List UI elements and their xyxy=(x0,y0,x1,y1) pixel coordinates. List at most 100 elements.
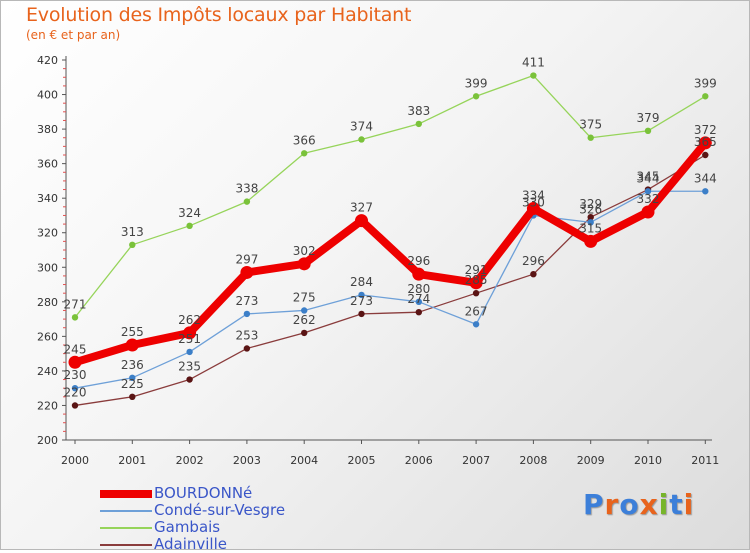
data-label-cond-sur-vesgre: 275 xyxy=(293,290,316,304)
data-point-gambais xyxy=(71,314,79,321)
data-label-adainville: 345 xyxy=(637,170,660,184)
data-label-adainville: 273 xyxy=(350,294,373,308)
chart-title: Evolution des Impôts locaux par Habitant xyxy=(26,4,412,26)
x-tick-label: 2002 xyxy=(176,454,204,467)
data-point-bourdonn xyxy=(240,265,254,279)
data-point-gambais xyxy=(243,198,251,205)
data-label-adainville: 296 xyxy=(522,254,545,268)
legend-label: BOURDONNé xyxy=(154,484,253,502)
data-label-bourdonn: 372 xyxy=(694,123,717,137)
data-point-bourdonn xyxy=(698,136,712,150)
data-point-adainville xyxy=(472,289,480,297)
x-tick-label: 2000 xyxy=(61,454,89,467)
y-tick-label: 240 xyxy=(37,365,58,378)
data-point-adainville xyxy=(186,376,193,383)
data-label-adainville: 253 xyxy=(235,328,258,342)
y-tick-label: 400 xyxy=(37,89,58,102)
data-label-bourdonn: 255 xyxy=(121,325,144,339)
data-label-bourdonn: 296 xyxy=(407,254,430,268)
data-point-gambais xyxy=(129,241,136,249)
data-label-cond-sur-vesgre: 230 xyxy=(64,368,87,382)
data-point-cond-sur-vesgre xyxy=(301,307,308,314)
data-label-gambais: 324 xyxy=(178,206,201,220)
data-label-adainville: 365 xyxy=(694,135,717,149)
series-line-gambais xyxy=(74,74,706,319)
y-tick-label: 380 xyxy=(37,123,58,136)
data-point-cond-sur-vesgre xyxy=(415,298,422,306)
data-label-gambais: 399 xyxy=(694,76,717,90)
x-tick-label: 2007 xyxy=(462,454,490,467)
data-label-adainville: 329 xyxy=(579,197,602,211)
legend-swatch xyxy=(100,544,152,546)
data-label-cond-sur-vesgre: 236 xyxy=(121,358,144,372)
data-point-cond-sur-vesgre xyxy=(472,321,480,328)
data-label-gambais: 374 xyxy=(350,119,373,133)
data-label-cond-sur-vesgre: 284 xyxy=(350,275,373,289)
data-label-gambais: 383 xyxy=(407,104,430,118)
data-label-cond-sur-vesgre: 280 xyxy=(407,282,430,296)
legend-label: Adainville xyxy=(154,535,227,553)
x-tick-label: 2005 xyxy=(348,454,376,467)
data-point-adainville xyxy=(129,393,136,401)
data-point-gambais xyxy=(358,136,365,143)
data-point-cond-sur-vesgre xyxy=(243,310,251,318)
data-label-gambais: 375 xyxy=(579,118,602,132)
data-point-cond-sur-vesgre xyxy=(129,374,136,382)
data-point-adainville xyxy=(530,270,537,278)
data-label-bourdonn: 327 xyxy=(350,201,373,215)
data-label-adainville: 220 xyxy=(64,385,87,399)
data-label-cond-sur-vesgre: 330 xyxy=(522,195,545,209)
data-label-bourdonn: 315 xyxy=(579,221,602,235)
data-label-cond-sur-vesgre: 251 xyxy=(178,332,201,346)
data-point-bourdonn xyxy=(584,234,598,248)
data-point-cond-sur-vesgre xyxy=(644,188,652,195)
data-label-adainville: 285 xyxy=(465,273,488,287)
data-point-adainville xyxy=(415,308,422,316)
data-point-gambais xyxy=(587,134,594,141)
data-label-bourdonn: 291 xyxy=(465,263,488,277)
data-label-adainville: 262 xyxy=(293,313,316,327)
data-point-cond-sur-vesgre xyxy=(702,188,709,195)
y-tick-label: 360 xyxy=(37,158,58,171)
series-line-cond-sur-vesgre xyxy=(74,190,706,389)
data-point-adainville xyxy=(243,345,251,352)
data-label-bourdonn: 262 xyxy=(178,313,201,327)
legend-label: Gambais xyxy=(154,518,221,536)
data-point-gambais xyxy=(301,150,308,157)
series-line-adainville xyxy=(74,154,706,407)
x-tick-label: 2010 xyxy=(634,454,662,467)
chart-subtitle: (en € et par an) xyxy=(26,28,121,42)
x-tick-label: 2001 xyxy=(118,454,146,467)
data-point-gambais xyxy=(530,72,537,79)
data-point-cond-sur-vesgre xyxy=(587,219,594,226)
y-tick-label: 320 xyxy=(37,227,58,240)
data-label-gambais: 366 xyxy=(293,133,316,147)
legend-label: Condé-sur-Vesgre xyxy=(154,501,286,519)
data-point-bourdonn xyxy=(469,276,483,290)
data-point-adainville xyxy=(301,329,308,337)
data-point-bourdonn xyxy=(641,205,655,219)
y-tick-label: 280 xyxy=(37,296,58,309)
x-tick-label: 2011 xyxy=(691,454,719,467)
data-point-gambais xyxy=(644,127,652,135)
data-label-bourdonn: 245 xyxy=(64,342,87,356)
data-label-bourdonn: 334 xyxy=(522,189,545,203)
data-label-gambais: 411 xyxy=(522,56,545,70)
data-point-bourdonn xyxy=(68,355,82,369)
data-label-adainville: 274 xyxy=(407,292,430,306)
data-point-bourdonn xyxy=(297,257,311,271)
y-tick-label: 200 xyxy=(37,434,58,447)
data-point-gambais xyxy=(186,222,193,230)
x-tick-label: 2003 xyxy=(233,454,261,467)
data-point-adainville xyxy=(71,402,79,409)
y-tick-label: 260 xyxy=(37,330,58,343)
data-label-gambais: 271 xyxy=(64,297,87,311)
data-point-bourdonn xyxy=(412,267,426,281)
data-label-bourdonn: 297 xyxy=(235,252,258,266)
data-label-gambais: 379 xyxy=(637,111,660,125)
legend-swatch xyxy=(100,510,152,512)
data-point-gambais xyxy=(415,120,422,128)
y-tick-label: 220 xyxy=(37,399,58,412)
